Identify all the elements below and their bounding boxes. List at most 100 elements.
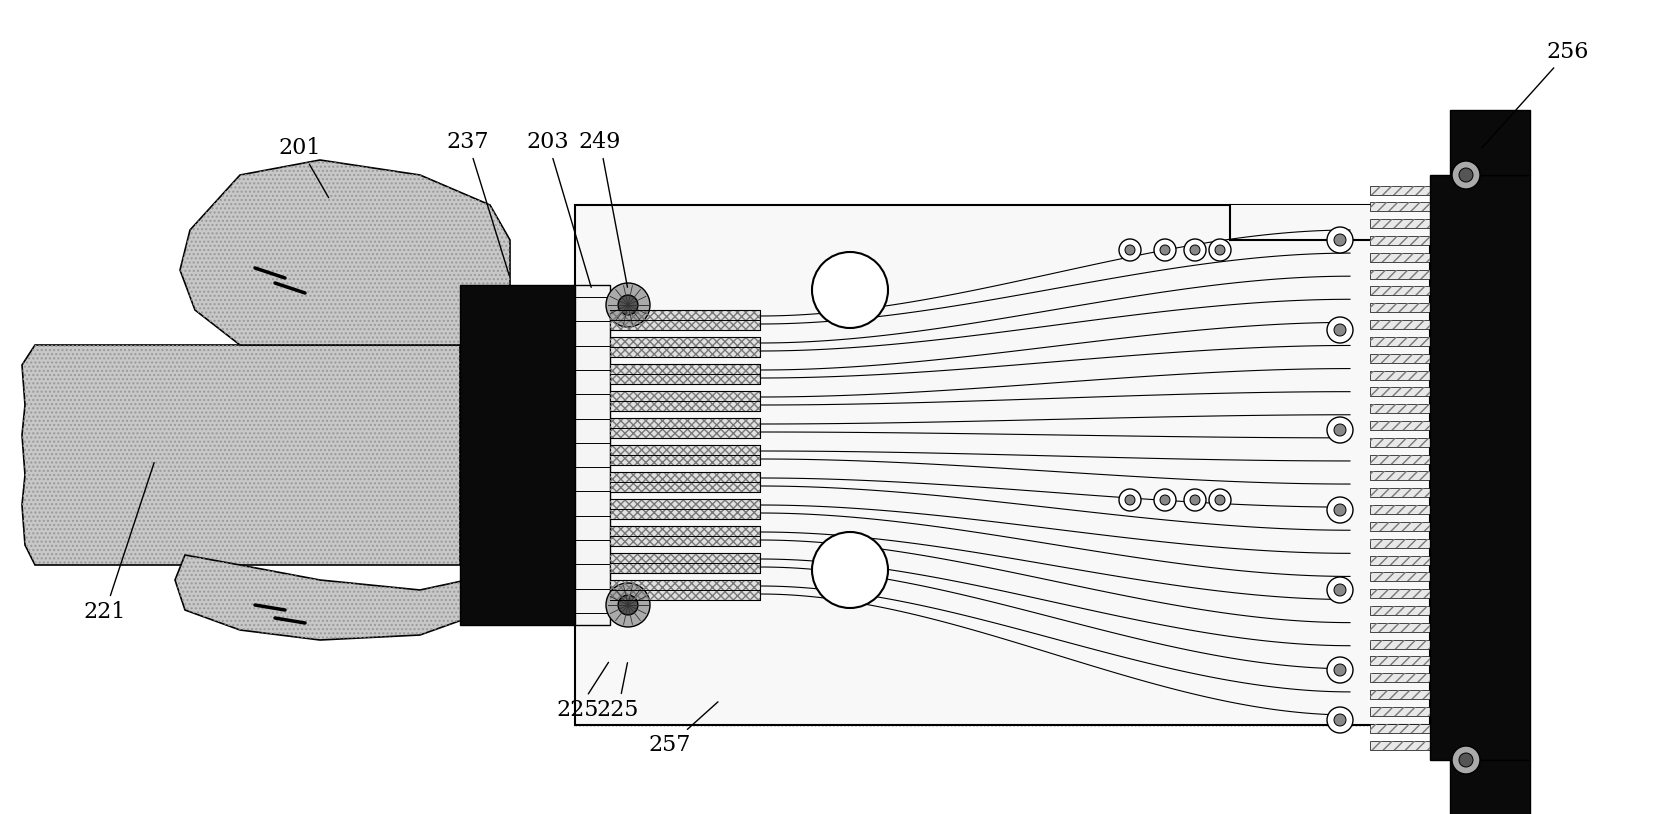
Bar — [1369, 421, 1428, 430]
Bar — [1229, 205, 1428, 240]
Circle shape — [1326, 497, 1352, 523]
Bar — [610, 580, 759, 600]
Bar — [610, 553, 759, 573]
Circle shape — [1326, 227, 1352, 253]
Bar — [1369, 673, 1428, 682]
Bar — [1369, 505, 1428, 514]
Bar — [1369, 741, 1428, 750]
Bar — [610, 310, 759, 330]
Circle shape — [1334, 324, 1345, 336]
Bar — [1369, 253, 1428, 262]
Bar — [610, 391, 759, 411]
Bar — [1369, 404, 1428, 414]
Text: 225: 225 — [597, 663, 640, 721]
Circle shape — [1160, 495, 1170, 505]
Text: 225: 225 — [557, 663, 608, 721]
Bar — [610, 445, 759, 465]
Bar — [610, 364, 759, 384]
Bar — [459, 285, 575, 625]
Bar — [1369, 539, 1428, 548]
Bar — [1369, 589, 1428, 598]
Bar — [1369, 269, 1428, 278]
Bar — [1369, 555, 1428, 564]
Bar — [610, 499, 759, 519]
Bar — [610, 391, 759, 411]
Circle shape — [1334, 714, 1345, 726]
Bar — [1369, 253, 1428, 262]
Bar — [1369, 656, 1428, 665]
Circle shape — [1458, 753, 1471, 767]
Bar — [1369, 320, 1428, 329]
Bar — [1369, 287, 1428, 295]
Text: 203: 203 — [527, 131, 592, 287]
Bar — [1369, 370, 1428, 379]
Circle shape — [1160, 245, 1170, 255]
Circle shape — [1326, 417, 1352, 443]
Bar — [610, 472, 759, 492]
Text: 237: 237 — [446, 131, 509, 275]
Bar — [1369, 690, 1428, 699]
Circle shape — [1326, 707, 1352, 733]
Bar — [1369, 454, 1428, 464]
Bar — [1369, 488, 1428, 497]
Text: 221: 221 — [85, 462, 154, 623]
Bar — [1369, 287, 1428, 295]
Circle shape — [1208, 239, 1229, 261]
Bar — [1369, 471, 1428, 480]
Bar — [1369, 640, 1428, 649]
Bar — [1369, 186, 1428, 195]
Bar — [1369, 505, 1428, 514]
Circle shape — [812, 252, 888, 328]
Bar — [1369, 203, 1428, 212]
Bar — [1450, 110, 1529, 175]
Circle shape — [1334, 584, 1345, 596]
Bar — [610, 526, 759, 546]
Bar — [1369, 606, 1428, 615]
Bar — [1369, 741, 1428, 750]
Bar — [1369, 454, 1428, 464]
Circle shape — [1334, 234, 1345, 246]
Bar — [1369, 304, 1428, 313]
Bar — [1369, 589, 1428, 598]
Bar — [1369, 353, 1428, 363]
Bar — [1369, 555, 1428, 564]
Circle shape — [1452, 746, 1480, 774]
Circle shape — [1153, 489, 1175, 511]
Circle shape — [1190, 245, 1200, 255]
Circle shape — [1334, 424, 1345, 436]
Bar — [1369, 724, 1428, 733]
Bar — [610, 418, 759, 438]
Circle shape — [1183, 489, 1205, 511]
Circle shape — [1125, 245, 1135, 255]
Bar — [610, 337, 759, 357]
Text: 257: 257 — [648, 702, 717, 756]
Circle shape — [1118, 239, 1140, 261]
Bar — [575, 285, 610, 625]
Polygon shape — [176, 555, 510, 640]
Text: 249: 249 — [578, 131, 626, 287]
Bar — [1369, 438, 1428, 447]
Bar — [1369, 707, 1428, 716]
Bar — [1369, 623, 1428, 632]
Circle shape — [606, 283, 650, 327]
Circle shape — [1125, 495, 1135, 505]
Bar — [1369, 656, 1428, 665]
Bar — [1369, 337, 1428, 346]
Bar — [610, 310, 759, 330]
Bar — [610, 526, 759, 546]
Bar — [1369, 707, 1428, 716]
Bar — [1369, 724, 1428, 733]
Circle shape — [1215, 495, 1225, 505]
Circle shape — [1183, 239, 1205, 261]
Circle shape — [1326, 577, 1352, 603]
Bar — [1369, 269, 1428, 278]
Circle shape — [1452, 161, 1480, 189]
Bar — [1369, 219, 1428, 228]
Bar — [1369, 304, 1428, 313]
Bar — [1369, 404, 1428, 414]
Circle shape — [812, 532, 888, 608]
Bar — [1369, 236, 1428, 245]
Circle shape — [1334, 664, 1345, 676]
Bar — [1369, 236, 1428, 245]
Circle shape — [618, 595, 638, 615]
